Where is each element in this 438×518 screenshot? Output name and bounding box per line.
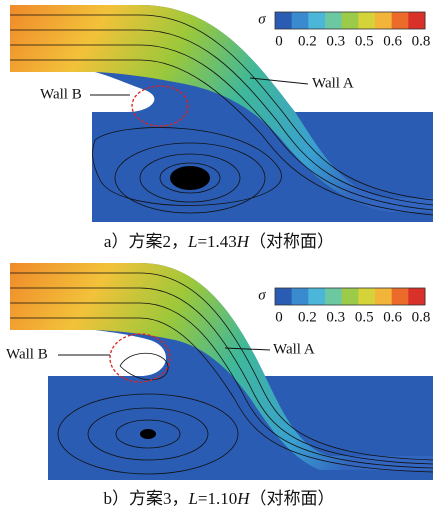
caption-part: （对称面） — [250, 489, 335, 508]
colorbar-tick-label: 0.5 — [355, 33, 374, 49]
colorbar-swatch — [391, 288, 409, 305]
colorbar-tick-label: 0 — [275, 33, 283, 49]
leader — [249, 77, 309, 85]
panel-b: Wall B Wall A σ0 0.2 0.3 0.5 0.6 0.8 b）方案3，L=… — [6, 263, 434, 508]
streamlines — [10, 14, 434, 216]
colorbar-symbol: σ — [258, 287, 266, 303]
colorbar-swatch — [275, 12, 293, 29]
colorbar-tick-label: 0.8 — [412, 33, 431, 49]
colorbar-swatch — [358, 12, 376, 29]
wall-label: Wall A — [273, 341, 315, 357]
colorbar-swatch — [325, 12, 343, 29]
colorbar-swatch — [291, 288, 309, 305]
vortex-core — [170, 166, 210, 190]
wall-label: Wall A — [312, 75, 354, 91]
colorbar-swatch — [308, 288, 326, 305]
colorbar-tick-label: 0.2 — [298, 33, 317, 49]
highlight — [131, 85, 189, 127]
colorbar-tick-label: 0.3 — [326, 33, 345, 49]
colorbar-swatch — [408, 12, 426, 29]
caption-part: L — [187, 489, 197, 508]
colorbar-tick-label: 0.6 — [383, 309, 402, 325]
colorbar-tick-label: 0 — [275, 309, 283, 325]
colorbar-swatch — [408, 288, 426, 305]
colorbar: σ0 0.2 0.3 0.5 0.6 0.8 — [258, 287, 430, 325]
jet — [10, 5, 433, 212]
colorbar-swatch — [375, 288, 393, 305]
caption-part: L — [187, 232, 197, 251]
colorbar-swatch — [391, 12, 409, 29]
colorbar-swatch — [341, 12, 359, 29]
jet — [10, 263, 433, 470]
caption-part: a）方案2， — [104, 232, 188, 251]
caption: b）方案3，L=1.10H（对称面） — [103, 489, 334, 508]
highlight — [109, 333, 171, 383]
wall-label: Wall B — [6, 346, 48, 362]
colorbar-tick-label: 0.3 — [326, 309, 345, 325]
wall-label: Wall B — [40, 86, 82, 102]
caption-part: H — [236, 489, 251, 508]
colorbar-swatch — [325, 288, 343, 305]
leader — [224, 347, 271, 351]
colorbar-tick-label: 0.5 — [355, 309, 374, 325]
colorbar: σ0 0.2 0.3 0.5 0.6 0.8 — [258, 11, 430, 49]
caption-part: （对称面） — [249, 232, 334, 251]
colorbar-swatch — [275, 288, 293, 305]
colorbar-tick-label: 0.8 — [412, 309, 431, 325]
colorbar-symbol: σ — [258, 11, 266, 27]
colorbar-swatch — [375, 12, 393, 29]
colorbar-swatch — [341, 288, 359, 305]
caption-part: =1.10 — [198, 489, 237, 508]
vortex-core — [140, 429, 156, 439]
colorbar-tick-label: 0.2 — [298, 309, 317, 325]
caption: a）方案2，L=1.43H（对称面） — [104, 232, 334, 251]
caption-part: H — [236, 232, 251, 251]
streamlines — [10, 272, 434, 475]
colorbar-swatch — [291, 12, 309, 29]
colorbar-swatch — [308, 12, 326, 29]
caption-part: b）方案3， — [103, 489, 188, 508]
colorbar-frame — [274, 287, 426, 306]
colorbar-tick-label: 0.6 — [383, 33, 402, 49]
panel-a: Wall B Wall A σ0 0.2 0.3 0.5 0.6 0.8 a）方案2，L=… — [10, 5, 434, 251]
colorbar-frame — [274, 11, 426, 30]
colorbar-swatch — [358, 288, 376, 305]
caption-part: =1.43 — [197, 232, 236, 251]
